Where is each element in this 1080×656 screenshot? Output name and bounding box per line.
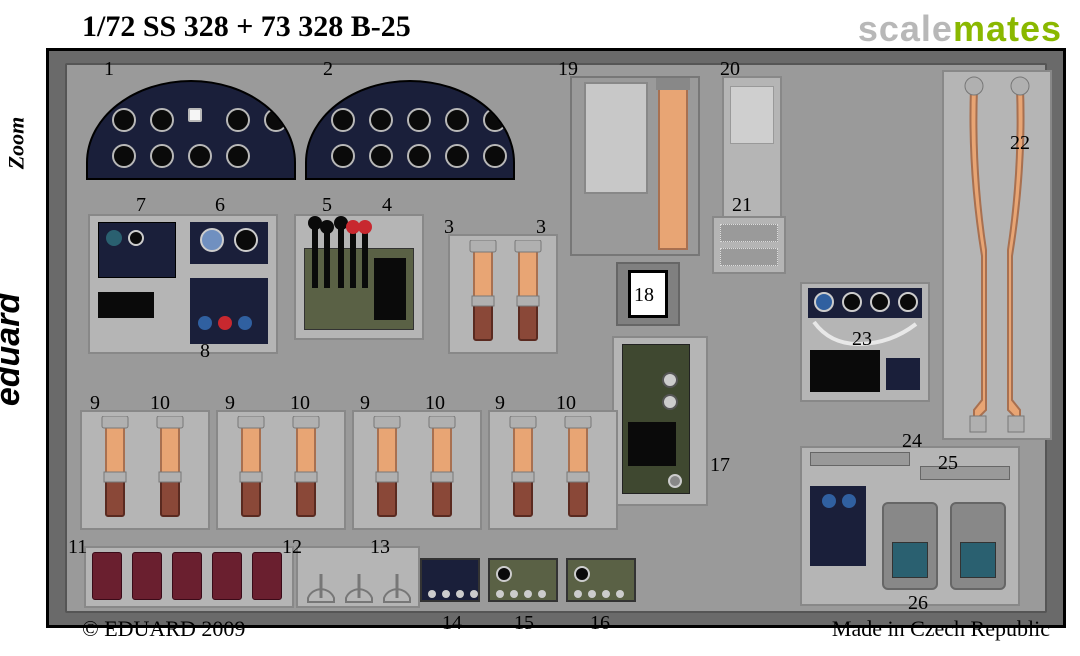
part-11 — [84, 546, 294, 608]
bottom-panel-15 — [488, 558, 558, 602]
part-number: 1 — [104, 58, 114, 81]
part-number: 15 — [514, 612, 534, 635]
part-17 — [612, 336, 708, 506]
part-19 — [570, 76, 700, 256]
part-number: 2 — [323, 58, 333, 81]
part-21 — [712, 216, 786, 274]
brand-text: eduard — [0, 293, 28, 406]
copyright: © EDUARD 2009 — [82, 616, 245, 642]
part-number: 5 — [322, 194, 332, 217]
part-number: 12 — [282, 536, 302, 559]
part-number: 9 — [360, 392, 370, 415]
part-22 — [942, 70, 1052, 440]
belt-pair — [448, 234, 558, 354]
part-number: 10 — [425, 392, 445, 415]
part-number: 10 — [150, 392, 170, 415]
maroon-slot — [252, 552, 282, 600]
part-678 — [88, 214, 278, 354]
part-number: 6 — [215, 194, 225, 217]
title: 1/72 SS 328 + 73 328 B-25 — [82, 10, 411, 44]
part-number: 13 — [370, 536, 390, 559]
sidebar-brand: eduard Zoom — [0, 0, 42, 656]
part-1213 — [296, 546, 420, 608]
origin: Made in Czech Republic — [832, 616, 1050, 642]
part-number: 3 — [536, 216, 546, 239]
belt-pair — [352, 410, 482, 530]
part-number: 25 — [938, 452, 958, 475]
part-number: 26 — [908, 592, 928, 615]
part-number: 9 — [495, 392, 505, 415]
part-number: 21 — [732, 194, 752, 217]
part-number: 11 — [68, 536, 87, 559]
part-number: 20 — [720, 58, 740, 81]
part-number: 24 — [902, 430, 922, 453]
part-number: 10 — [290, 392, 310, 415]
part-number: 23 — [852, 328, 872, 351]
part-number: 3 — [444, 216, 454, 239]
part-45 — [294, 214, 424, 340]
part-number: 9 — [90, 392, 100, 415]
part-number: 10 — [556, 392, 576, 415]
part-number: 17 — [710, 454, 730, 477]
part-number: 22 — [1010, 132, 1030, 155]
part-number: 19 — [558, 58, 578, 81]
maroon-slot — [92, 552, 122, 600]
part-number: 7 — [136, 194, 146, 217]
maroon-slot — [212, 552, 242, 600]
part-number: 18 — [634, 284, 654, 307]
part-number: 8 — [200, 340, 210, 363]
watermark-a: scale — [858, 8, 953, 49]
watermark-b: mates — [953, 8, 1062, 49]
part-number: 4 — [382, 194, 392, 217]
belt-pair — [488, 410, 618, 530]
bottom-panel-14 — [420, 558, 480, 602]
maroon-slot — [132, 552, 162, 600]
part-number: 16 — [590, 612, 610, 635]
belt-pair — [216, 410, 346, 530]
part-number: 9 — [225, 392, 235, 415]
maroon-slot — [172, 552, 202, 600]
brand-sub: Zoom — [3, 117, 29, 170]
bottom-panel-16 — [566, 558, 636, 602]
watermark: scalemates — [858, 8, 1062, 50]
belt-pair — [80, 410, 210, 530]
part-number: 14 — [442, 612, 462, 635]
part-242526 — [800, 446, 1020, 606]
